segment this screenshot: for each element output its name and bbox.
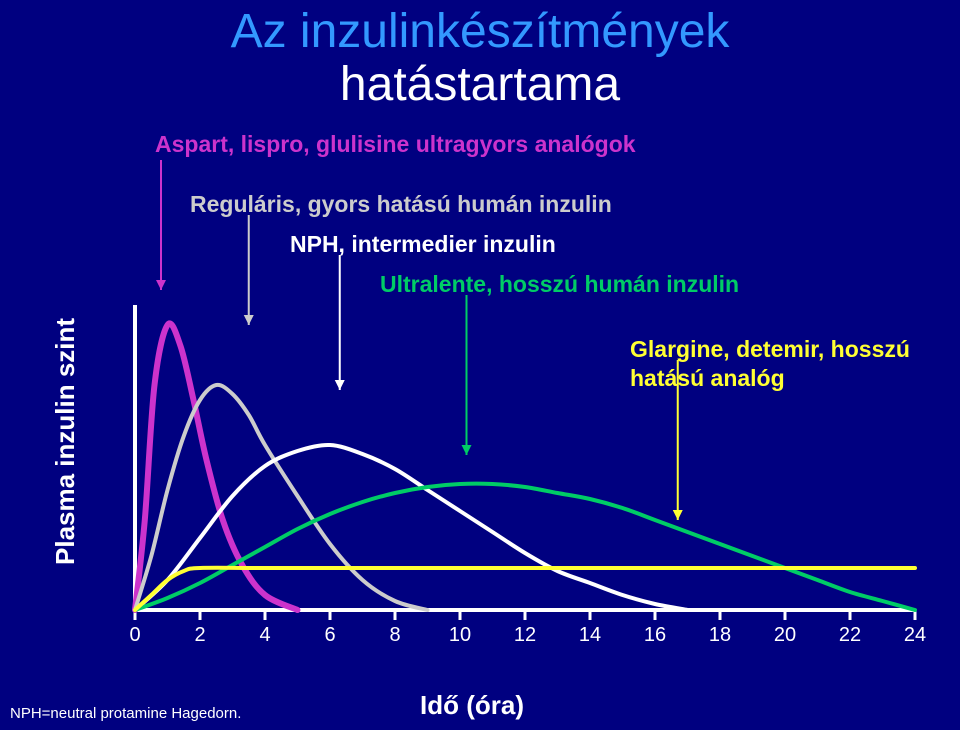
- curve-nph: [135, 445, 688, 610]
- x-tick-4: 4: [245, 624, 285, 647]
- x-axis-label: Idő (óra): [420, 690, 524, 721]
- x-tick-10: 10: [440, 624, 480, 647]
- x-tick-0: 0: [115, 624, 155, 647]
- x-tick-6: 6: [310, 624, 350, 647]
- y-axis-label: Plasma inzulin szint: [50, 318, 81, 565]
- x-tick-12: 12: [505, 624, 545, 647]
- x-tick-18: 18: [700, 624, 740, 647]
- arrowhead-ultralente: [462, 445, 472, 455]
- slide-title: Az inzulinkészítmények hatástartama: [0, 6, 960, 112]
- title-line-1: Az inzulinkészítmények: [231, 5, 730, 58]
- x-tick-8: 8: [375, 624, 415, 647]
- label-nph: NPH, intermedier inzulin: [290, 230, 556, 259]
- arrowhead-regular: [244, 315, 254, 325]
- title-line-2: hatástartama: [340, 58, 620, 111]
- label-ultralente: Ultralente, hosszú humán inzulin: [380, 270, 739, 299]
- arrowhead-aspart: [156, 280, 166, 290]
- x-tick-16: 16: [635, 624, 675, 647]
- x-tick-20: 20: [765, 624, 805, 647]
- arrowhead-nph: [335, 380, 345, 390]
- x-tick-2: 2: [180, 624, 220, 647]
- footnote: NPH=neutral protamine Hagedorn.: [10, 705, 241, 722]
- label-regular: Reguláris, gyors hatású humán inzulin: [190, 190, 612, 219]
- label-aspart: Aspart, lispro, glulisine ultragyors ana…: [155, 130, 636, 159]
- curve-ultralente: [135, 484, 915, 610]
- x-tick-22: 22: [830, 624, 870, 647]
- arrowhead-glargine: [673, 510, 683, 520]
- x-tick-14: 14: [570, 624, 610, 647]
- x-tick-24: 24: [895, 624, 935, 647]
- slide: Az inzulinkészítmények hatástartama Aspa…: [0, 0, 960, 730]
- insulin-chart: [120, 300, 920, 630]
